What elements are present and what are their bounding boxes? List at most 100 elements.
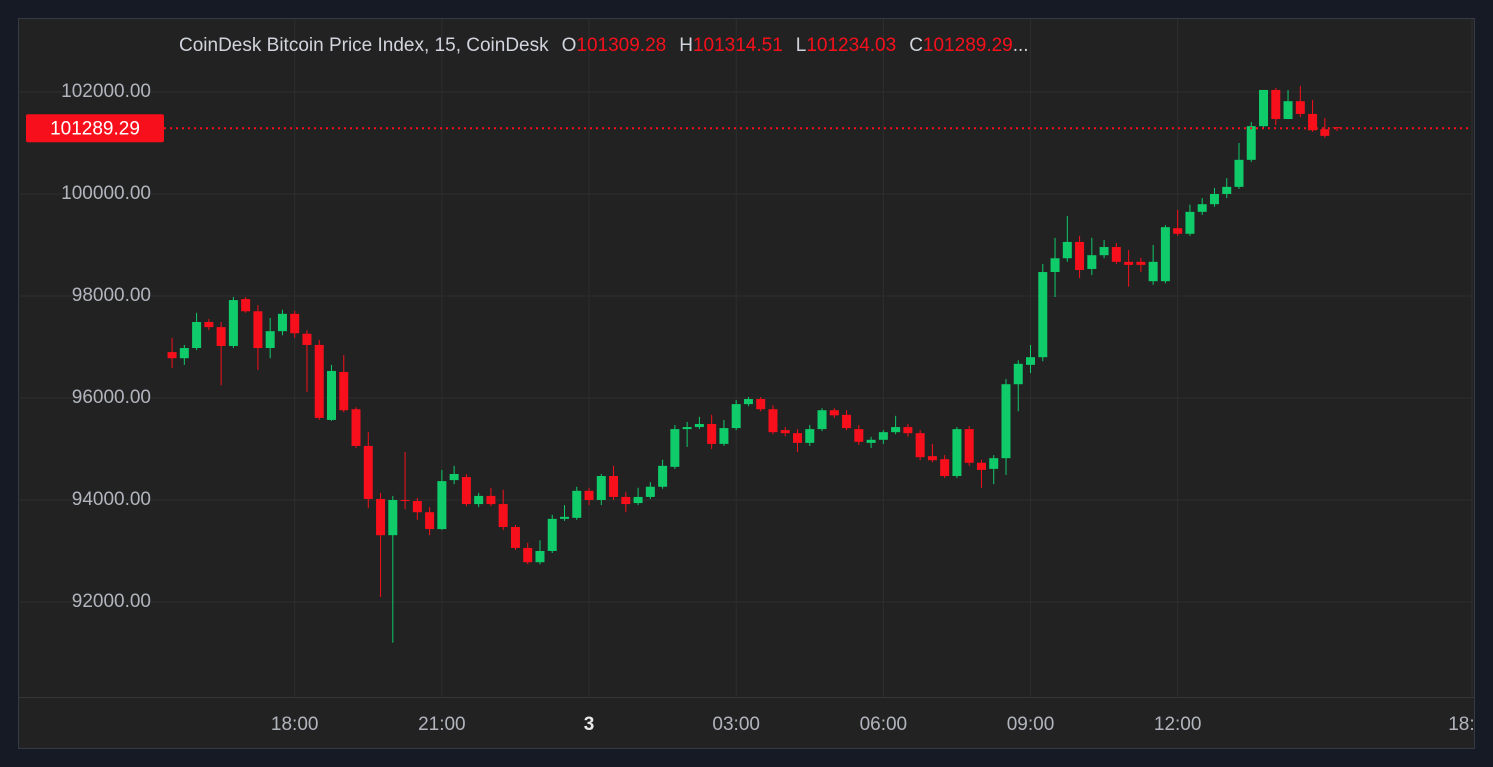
candle-body — [437, 481, 447, 530]
candle-body — [498, 504, 508, 528]
candle-body — [731, 404, 741, 429]
x-tick-label: 06:00 — [860, 714, 908, 735]
candle-body — [1295, 101, 1305, 114]
candle-body — [768, 409, 778, 433]
candle-body — [805, 429, 815, 443]
candle-body — [326, 370, 336, 420]
candle-body — [560, 516, 569, 519]
candle-body — [1050, 258, 1060, 273]
candle-body — [351, 409, 361, 446]
x-tick-label: 18:00 — [1448, 714, 1493, 735]
candle-body — [1160, 227, 1170, 282]
candle-body — [645, 486, 655, 497]
candle-body — [192, 322, 202, 349]
candle-body — [927, 456, 937, 461]
candle-body — [1271, 89, 1281, 120]
x-tick-label: 03:00 — [712, 714, 760, 735]
candle-body — [449, 473, 459, 481]
candle-body — [670, 429, 680, 467]
candle-body — [1124, 261, 1134, 265]
candle-body — [1087, 255, 1097, 269]
candle-body — [290, 313, 300, 334]
candle-body — [1111, 247, 1121, 262]
candle-body — [1148, 261, 1158, 282]
chart-panel — [18, 18, 1475, 749]
y-tick-label: 100000.00 — [61, 183, 151, 204]
candle-body — [253, 311, 263, 349]
candle-body — [633, 496, 643, 504]
candle-body — [658, 465, 668, 487]
candle-body — [989, 458, 999, 469]
candle-body — [584, 490, 594, 500]
candle-body — [400, 499, 410, 502]
candle-body — [842, 414, 852, 429]
candle-body — [866, 439, 876, 443]
candle-body — [854, 429, 864, 442]
candle-body — [1209, 193, 1219, 205]
legend-title: CoinDesk Bitcoin Price Index, 15, CoinDe… — [179, 35, 549, 56]
ohlc-value: 101289.29 — [923, 35, 1013, 56]
ohlc-label: C — [909, 35, 923, 56]
x-tick-label: 21:00 — [418, 714, 466, 735]
ohlc-label: L — [796, 35, 807, 56]
candle-body — [179, 348, 189, 359]
last-price-label: 101289.29 — [50, 118, 140, 139]
candle-body — [535, 550, 545, 563]
candle-body — [572, 490, 582, 518]
x-tick-label: 12:00 — [1154, 714, 1202, 735]
candle-body — [1234, 159, 1244, 187]
x-tick-label: 09:00 — [1007, 714, 1055, 735]
candle-body — [891, 427, 901, 433]
candle-body — [1222, 186, 1232, 194]
candle-body — [1062, 241, 1072, 259]
candle-body — [707, 424, 717, 444]
candle-body — [756, 399, 766, 410]
candle-body — [1013, 363, 1023, 385]
candle-body — [964, 429, 974, 463]
candle-body — [1320, 129, 1330, 136]
candle-body — [817, 410, 827, 430]
candle-body — [523, 547, 533, 563]
ohlc-label: H — [679, 35, 693, 56]
ohlc-value: 101234.03 — [806, 35, 896, 56]
y-tick-label: 102000.00 — [61, 81, 151, 102]
candle-body — [388, 499, 398, 536]
grid — [20, 19, 1473, 697]
candle-body — [412, 501, 422, 513]
candle-body — [547, 518, 557, 551]
axis-labels: 92000.00 94000.00 96000.00 98000.00 100000.0… — [61, 81, 1493, 735]
candle-body — [1283, 101, 1293, 120]
candle-body — [1099, 247, 1109, 256]
candle-body — [277, 313, 287, 332]
candle-body — [878, 432, 888, 440]
y-tick-label: 92000.00 — [72, 591, 151, 612]
candle-body — [780, 430, 790, 434]
candle-body — [486, 495, 496, 505]
ohlc-value: 101314.51 — [693, 35, 783, 56]
candle-body — [1136, 261, 1146, 265]
last-price-tag — [26, 114, 164, 143]
candle-body — [1173, 228, 1183, 234]
candle-body — [228, 300, 238, 346]
candle-body — [167, 352, 177, 359]
candle-body — [1075, 241, 1085, 270]
x-tick-label: 18:00 — [271, 714, 319, 735]
candle-body — [363, 445, 373, 499]
candle-body — [376, 498, 386, 536]
candle-body — [1332, 127, 1342, 129]
candle-body — [314, 344, 324, 418]
candle-body — [682, 427, 692, 430]
ohlc-label: O — [562, 35, 577, 56]
candles — [164, 85, 1472, 643]
candle-body — [241, 299, 251, 312]
candle-body — [743, 399, 753, 405]
legend-more: ... — [1013, 35, 1029, 56]
candle-body — [719, 428, 729, 444]
y-tick-label: 96000.00 — [72, 387, 151, 408]
candle-body — [976, 462, 986, 470]
candle-body — [1026, 357, 1036, 365]
candle-body — [1038, 272, 1048, 358]
y-tick-label: 94000.00 — [72, 489, 151, 510]
candle-body — [216, 327, 226, 346]
